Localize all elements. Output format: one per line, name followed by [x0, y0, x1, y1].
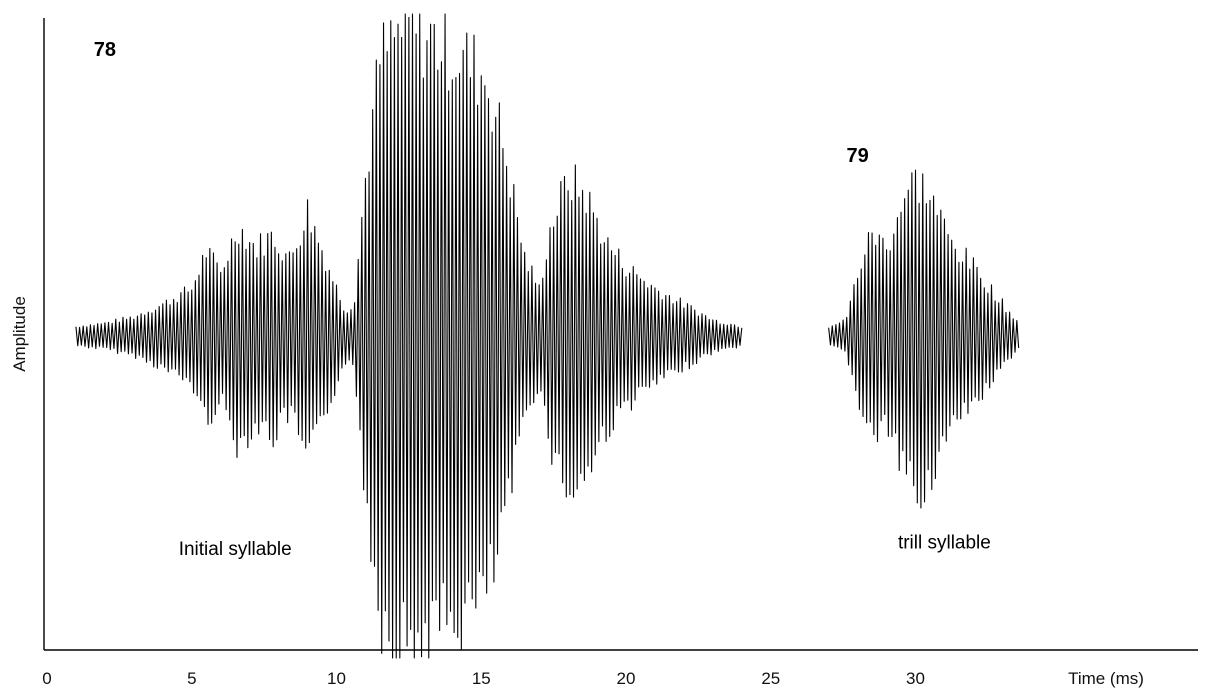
x-tick-label: 5 [187, 669, 196, 688]
x-tick-label: 15 [472, 669, 491, 688]
x-tick-label: 10 [327, 669, 346, 688]
annotations: 78 79 Initial syllable trill syllable [94, 39, 991, 560]
pulse-number-79: 79 [846, 145, 868, 167]
x-tick-label: 25 [761, 669, 780, 688]
x-tick-labels: 0 5 10 15 20 25 30 [42, 669, 925, 688]
waveform-syllable-2 [828, 169, 1020, 509]
initial-syllable-label: Initial syllable [179, 539, 292, 560]
x-tick-label: 0 [42, 669, 51, 688]
trill-syllable-label: trill syllable [898, 533, 991, 554]
x-axis-label: Time (ms) [1068, 669, 1144, 688]
y-axis-label: Amplitude [10, 296, 29, 372]
axes [43, 18, 1198, 651]
x-tick-label: 30 [906, 669, 925, 688]
pulse-number-78: 78 [94, 39, 116, 61]
waveform-syllable-1 [75, 13, 743, 659]
x-tick-label: 20 [617, 669, 636, 688]
waveform-traces [75, 13, 1020, 659]
